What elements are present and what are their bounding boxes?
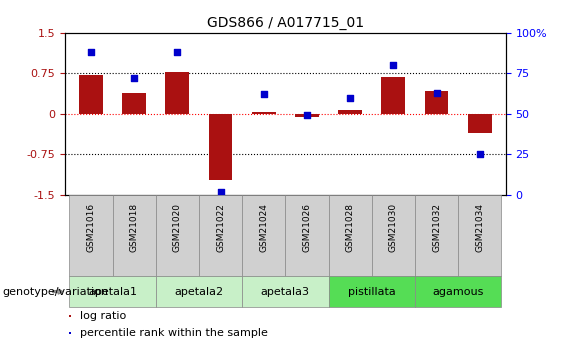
- Bar: [468, 114, 492, 133]
- Bar: [156, 276, 242, 307]
- Bar: [69, 276, 156, 307]
- Text: GSM21022: GSM21022: [216, 203, 225, 252]
- Point: [346, 95, 355, 100]
- Bar: [381, 77, 405, 114]
- Point: [259, 92, 268, 97]
- Point: [432, 90, 441, 96]
- Bar: [295, 114, 319, 117]
- Point: [216, 189, 225, 195]
- Bar: [242, 276, 328, 307]
- Text: GSM21032: GSM21032: [432, 203, 441, 252]
- Text: GSM21018: GSM21018: [129, 203, 138, 252]
- Text: percentile rank within the sample: percentile rank within the sample: [80, 328, 268, 338]
- Point: [86, 49, 95, 55]
- Text: agamous: agamous: [432, 287, 484, 296]
- Bar: [208, 114, 232, 180]
- Text: GSM21034: GSM21034: [475, 203, 484, 252]
- Bar: [69, 332, 71, 334]
- Bar: [112, 195, 156, 276]
- Bar: [372, 195, 415, 276]
- Bar: [242, 195, 285, 276]
- Bar: [425, 91, 449, 114]
- Point: [389, 62, 398, 68]
- Bar: [122, 93, 146, 114]
- Text: apetala1: apetala1: [88, 287, 137, 296]
- Bar: [415, 195, 458, 276]
- Text: GSM21030: GSM21030: [389, 203, 398, 252]
- Point: [302, 113, 311, 118]
- Bar: [252, 112, 276, 114]
- Bar: [69, 315, 71, 317]
- Bar: [415, 276, 501, 307]
- Bar: [69, 195, 112, 276]
- Text: GSM21020: GSM21020: [173, 203, 182, 252]
- Bar: [156, 195, 199, 276]
- Text: GSM21026: GSM21026: [302, 203, 311, 252]
- Point: [475, 152, 484, 157]
- Text: pistillata: pistillata: [348, 287, 396, 296]
- Text: log ratio: log ratio: [80, 311, 127, 321]
- Bar: [199, 195, 242, 276]
- Bar: [166, 72, 189, 114]
- Bar: [328, 276, 415, 307]
- Text: genotype/variation: genotype/variation: [3, 287, 109, 296]
- Bar: [285, 195, 328, 276]
- Bar: [458, 195, 501, 276]
- Bar: [338, 110, 362, 114]
- Title: GDS866 / A017715_01: GDS866 / A017715_01: [207, 16, 364, 30]
- Text: apetala2: apetala2: [175, 287, 224, 296]
- Point: [129, 76, 138, 81]
- Bar: [79, 75, 103, 114]
- Text: GSM21016: GSM21016: [86, 203, 95, 252]
- Bar: [328, 195, 372, 276]
- Text: GSM21028: GSM21028: [346, 203, 355, 252]
- Text: apetala3: apetala3: [261, 287, 310, 296]
- Text: GSM21024: GSM21024: [259, 203, 268, 252]
- Point: [173, 49, 182, 55]
